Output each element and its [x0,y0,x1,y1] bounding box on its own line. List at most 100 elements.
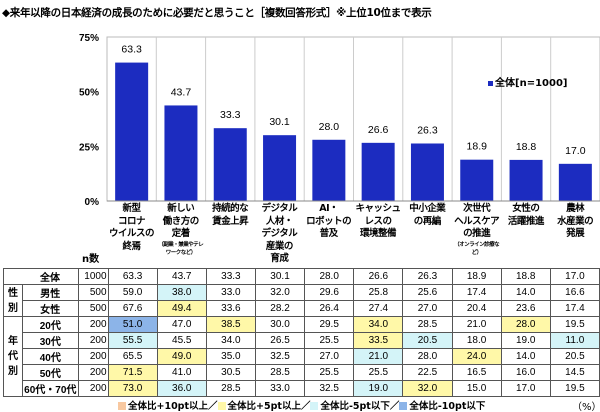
table-cell: 71.5 [107,364,158,381]
highlight-legend: 全体比+10pt以上／ 全体比+5pt以上／ 全体比-5pt以下／ 全体比-10pt以… [118,398,485,412]
table-cell: 32.0 [402,380,453,397]
category-line: 中小企業 [409,203,446,214]
bar [213,128,247,201]
bar [263,135,297,201]
table-cell: 14.0 [500,348,551,365]
table-cell: 19.5 [549,316,600,333]
category-line: 人材・ [265,215,294,227]
category-line: 賃金上昇 [212,215,249,227]
data-label: 43.7 [171,86,192,98]
unit-label: （%） [572,402,600,412]
table-cell: 22.5 [402,364,453,381]
table-cell: 30.0 [254,316,306,333]
y-tick-label: 25% [79,142,99,153]
bar [509,159,543,201]
table-cell: 23.6 [500,300,551,317]
table-cell: 34.0 [353,316,404,333]
table-cell: 15.0 [451,380,502,397]
row-n: 500 [77,300,109,317]
table-cell: 16.6 [549,284,600,301]
table-cell: 28.0 [304,268,355,285]
category-label: 新しい 働き方の 定着 （副業・兼業やテレワークなど） [156,203,205,257]
table-cell: 33.6 [205,300,256,317]
table-cell: 43.7 [156,268,207,285]
table-cell: 16.5 [451,364,502,381]
category-line: 発展 [566,228,585,239]
table-cell: 51.0 [107,316,158,333]
bar [115,62,149,201]
y-tick-label: 0% [85,197,100,208]
highlight-swatch [217,402,226,410]
table-row: 性 別男性 500 59.0 38.0 33.0 32.0 29.6 25.8 25.6 17.4… [3,284,600,317]
table-cell: 32.0 [254,284,306,301]
table-cell: 65.5 [107,348,158,365]
y-tick-label: 75% [79,33,99,44]
table-cell: 28.5 [254,364,306,381]
table-cell: 26.6 [353,268,404,285]
category-note: （オンライン診療など） [454,241,500,256]
table-cell: 20.5 [549,348,600,365]
table-cell: 18.0 [451,332,502,349]
category-line: 普及 [319,228,339,239]
table-cell: 20.4 [451,300,502,317]
table-cell: 17.0 [500,380,551,397]
table-cell: 27.0 [304,348,355,365]
group-label: 年 代 別 [3,316,23,397]
table-cell: 28.0 [402,348,453,365]
highlight-legend-label: 全体比-10pt以下 [409,401,486,412]
category-label: 農林 水産業の 発展 [551,203,600,241]
category-line: 環境整備 [359,228,397,239]
highlight-swatch [399,402,408,410]
data-table: 全体 1000 63.3 43.7 33.3 30.1 28.0 26.6 26.3 18.9 18… [3,268,600,397]
category-line: 終焉 [122,240,141,252]
bar [460,159,494,201]
category-line: キャッシュ [355,203,401,214]
category-label: 新型 コロナ ウイルスの 終焉 [107,203,156,253]
table-cell: 41.0 [156,364,207,381]
table-cell: 27.0 [402,300,453,317]
table-cell: 38.0 [156,284,207,301]
row-label: 20代 [21,316,79,333]
table-cell: 28.5 [402,316,453,333]
category-line: の再編 [413,215,442,227]
table-cell: 29.5 [304,316,355,333]
table-cell: 16.0 [500,364,551,381]
table-row: 女性 500 67.6 49.4 33.6 28.2 26.4 27.4 27.0 20.4 23.… [4,300,600,317]
legend: 全体[n=1000] [488,74,567,89]
category-line: 活躍推進 [507,215,545,227]
bar [410,143,444,201]
table-row: 年 代 別 20代 200 51.0 47.0 38.5 30.0 29.5 34.0 28.5 2… [3,316,600,397]
category-note: （副業・兼業やテレワークなど） [158,241,204,256]
row-label: 男性 [21,284,79,301]
category-line: 新型 [122,203,141,214]
category-line: 働き方の [162,215,200,227]
data-label: 18.8 [516,141,537,153]
table-cell: 49.4 [156,300,207,317]
table-cell: 25.5 [304,364,355,381]
row-n: 200 [77,316,109,333]
table-cell: 28.2 [254,300,306,317]
table-cell: 30.5 [205,364,256,381]
category-line: デジタル [261,228,298,239]
highlight-legend-label: 全体比-5pt以下／ [320,401,400,412]
table-cell: 34.0 [205,332,256,349]
category-label: 女性の 活躍推進 [501,203,550,228]
legend-swatch [488,80,493,86]
table-cell: 73.0 [107,380,158,397]
category-label: AI・ ロボットの 普及 [304,203,353,241]
row-label: 女性 [21,300,79,317]
highlight-legend-label: 全体比+5pt以上／ [227,401,311,412]
table-cell: 18.8 [500,268,551,285]
highlight-swatch [310,402,319,410]
table-cell: 21.0 [451,316,502,333]
table-cell: 11.0 [549,332,600,349]
table-cell: 29.6 [304,284,355,301]
table-cell: 33.3 [205,268,256,285]
category-label: 次世代 ヘルスケア の推進 （オンライン診療など） [452,203,501,257]
table-cell: 14.0 [500,284,551,301]
category-line: AI・ [319,203,339,214]
table-cell: 28.5 [205,380,256,397]
table-cell: 35.0 [205,348,256,365]
category-line: 女性の [512,203,540,214]
row-label: 40代 [21,348,79,365]
